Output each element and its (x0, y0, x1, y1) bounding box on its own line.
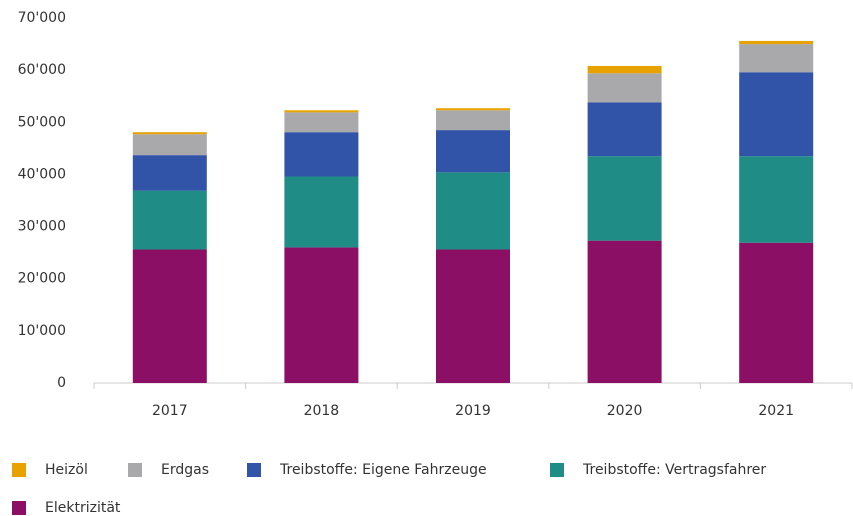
bar-segment (132, 155, 207, 191)
y-tick-label: 70'000 (18, 10, 66, 26)
bar-segment (436, 108, 510, 111)
legend-label: Elektrizität (45, 500, 121, 516)
y-tick-label: 20'000 (18, 271, 66, 287)
legend-label: Erdgas (161, 462, 209, 478)
legend-swatch (247, 463, 261, 477)
bar-segment (436, 110, 510, 131)
bar-segment (739, 40, 814, 45)
bar-segment (284, 132, 359, 177)
bar-segment (284, 112, 359, 133)
bar-segment (436, 130, 510, 173)
bar-segment (587, 102, 662, 157)
legend-swatch (12, 501, 26, 515)
x-tick-label: 2021 (758, 403, 794, 419)
y-tick-label: 60'000 (18, 62, 66, 78)
legend-label: Treibstoffe: Vertragsfahrer (582, 462, 766, 478)
bar-segment (132, 249, 207, 383)
bar-segment (739, 242, 814, 383)
bar-segment (284, 247, 359, 383)
y-tick-label: 40'000 (18, 166, 66, 182)
bar-segment (132, 132, 207, 135)
x-tick-label: 2020 (607, 403, 643, 419)
x-tick-label: 2017 (152, 403, 188, 419)
bar-segment (132, 190, 207, 250)
legend-label: Heizöl (45, 462, 88, 478)
bar-segment (587, 73, 662, 103)
bar-segment (436, 249, 510, 383)
bar-segment (587, 65, 662, 74)
bar-segment (587, 240, 662, 383)
bar-segment (132, 134, 207, 156)
legend-swatch (12, 463, 26, 477)
x-tick-label: 2018 (304, 403, 340, 419)
legend-swatch (550, 463, 564, 477)
y-tick-label: 50'000 (18, 114, 66, 130)
x-tick-label: 2019 (455, 403, 491, 419)
bar-segment (284, 176, 359, 248)
y-tick-label: 0 (57, 375, 66, 391)
bar-segment (739, 156, 814, 243)
y-tick-label: 10'000 (18, 323, 66, 339)
bar-segment (284, 110, 359, 113)
bar-segment (739, 44, 814, 73)
bar-segment (436, 172, 510, 250)
bar-segment (739, 72, 814, 157)
y-tick-label: 30'000 (18, 219, 66, 235)
legend-swatch (128, 463, 142, 477)
legend-label: Treibstoffe: Eigene Fahrzeuge (279, 462, 487, 478)
bar-segment (587, 156, 662, 241)
